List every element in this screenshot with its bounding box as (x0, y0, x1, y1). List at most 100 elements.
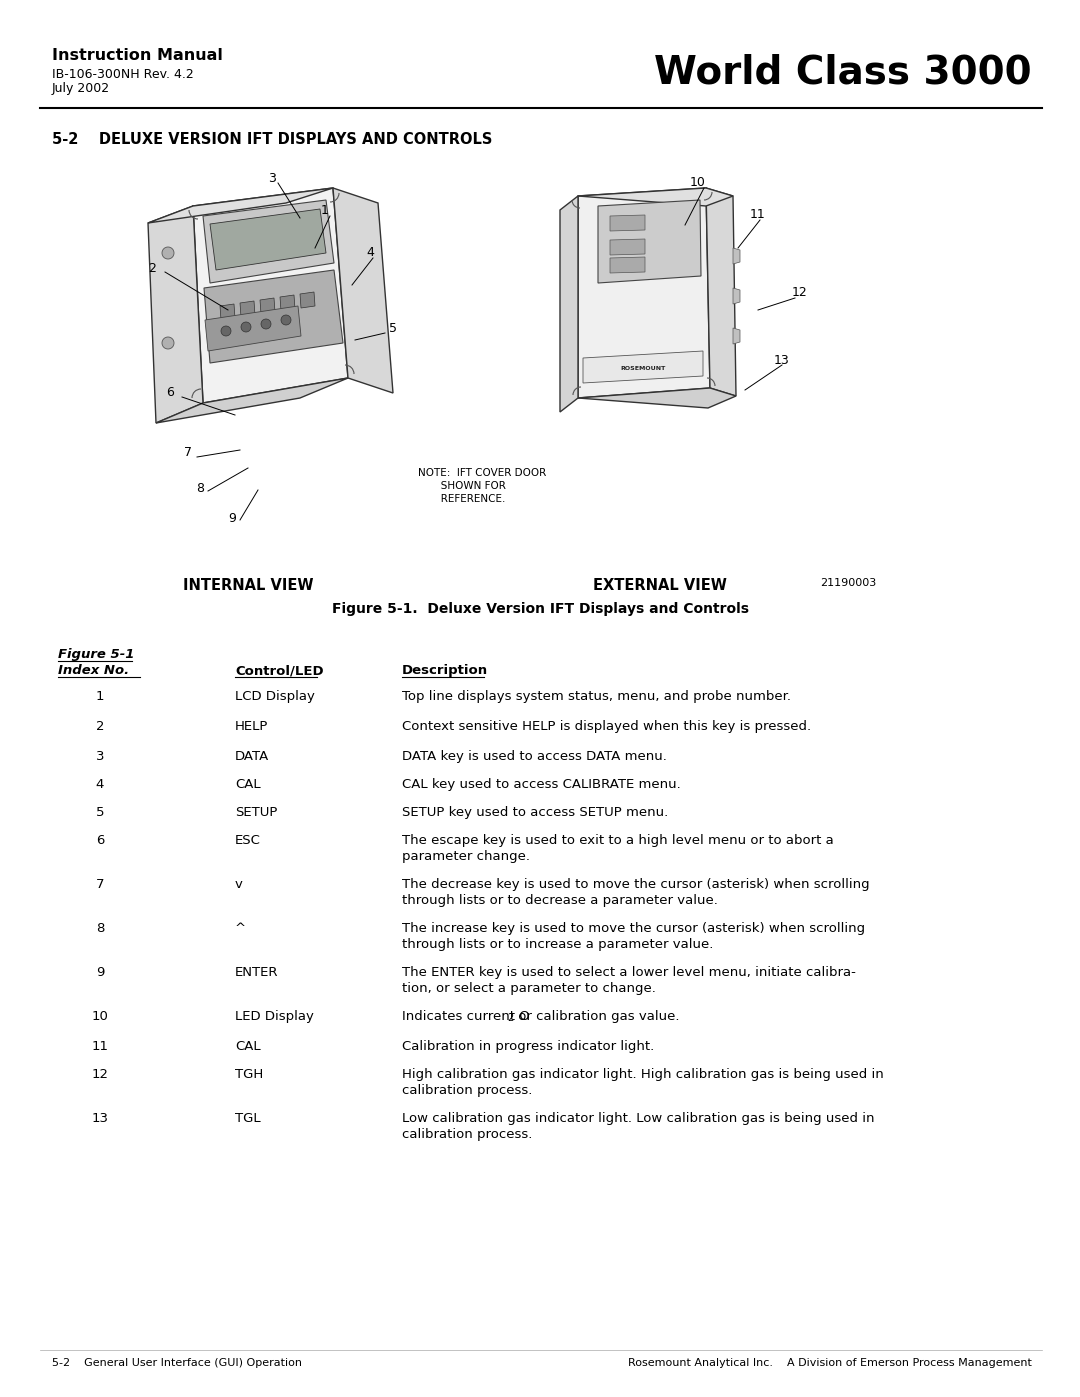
Text: High calibration gas indicator light. High calibration gas is being used in: High calibration gas indicator light. Hi… (402, 1067, 883, 1081)
Text: calibration process.: calibration process. (402, 1084, 532, 1097)
Polygon shape (148, 205, 203, 423)
Polygon shape (156, 379, 348, 423)
Text: 3: 3 (268, 172, 275, 184)
Circle shape (162, 337, 174, 349)
Text: 9: 9 (228, 511, 235, 524)
Circle shape (281, 314, 291, 326)
Circle shape (221, 326, 231, 337)
Text: 12: 12 (792, 285, 808, 299)
Text: IB-106-300NH Rev. 4.2: IB-106-300NH Rev. 4.2 (52, 68, 193, 81)
Text: HELP: HELP (235, 719, 268, 733)
Polygon shape (240, 300, 255, 317)
Text: 8: 8 (195, 482, 204, 495)
Text: 7: 7 (96, 877, 105, 891)
Polygon shape (733, 249, 740, 264)
Text: Context sensitive HELP is displayed when this key is pressed.: Context sensitive HELP is displayed when… (402, 719, 811, 733)
Polygon shape (578, 189, 710, 398)
Polygon shape (706, 189, 735, 395)
Text: SETUP: SETUP (235, 806, 278, 819)
Text: 10: 10 (690, 176, 706, 189)
Text: 1: 1 (96, 690, 105, 703)
Polygon shape (733, 288, 740, 305)
Text: NOTE:  IFT COVER DOOR: NOTE: IFT COVER DOOR (418, 468, 546, 478)
Text: 6: 6 (96, 834, 104, 847)
Text: The decrease key is used to move the cursor (asterisk) when scrolling: The decrease key is used to move the cur… (402, 877, 869, 891)
Text: INTERNAL VIEW: INTERNAL VIEW (183, 578, 313, 592)
Polygon shape (610, 239, 645, 256)
Polygon shape (578, 189, 733, 205)
Text: ^: ^ (235, 922, 246, 935)
Text: The ENTER key is used to select a lower level menu, initiate calibra-: The ENTER key is used to select a lower … (402, 965, 855, 979)
Polygon shape (733, 328, 740, 344)
Text: 9: 9 (96, 965, 104, 979)
Text: DATA key is used to access DATA menu.: DATA key is used to access DATA menu. (402, 750, 666, 763)
Polygon shape (220, 305, 235, 320)
Polygon shape (610, 215, 645, 231)
Polygon shape (148, 189, 333, 224)
Polygon shape (204, 270, 343, 363)
Polygon shape (578, 388, 735, 408)
Circle shape (241, 321, 251, 332)
Text: 2: 2 (96, 719, 105, 733)
Text: 6: 6 (166, 386, 174, 398)
Text: Control/LED: Control/LED (235, 664, 324, 678)
Text: World Class 3000: World Class 3000 (654, 54, 1032, 92)
Text: CAL: CAL (235, 1039, 260, 1053)
Text: ENTER: ENTER (235, 965, 279, 979)
Text: through lists or to decrease a parameter value.: through lists or to decrease a parameter… (402, 894, 718, 907)
Text: 8: 8 (96, 922, 104, 935)
Polygon shape (193, 189, 348, 402)
Polygon shape (333, 189, 393, 393)
Text: Index No.: Index No. (58, 664, 130, 678)
Text: 2: 2 (508, 1013, 514, 1023)
Text: Calibration in progress indicator light.: Calibration in progress indicator light. (402, 1039, 654, 1053)
Text: DATA: DATA (235, 750, 269, 763)
Text: Indicates current O: Indicates current O (402, 1010, 530, 1023)
Text: 5: 5 (96, 806, 105, 819)
Circle shape (261, 319, 271, 330)
Text: REFERENCE.: REFERENCE. (418, 495, 505, 504)
Text: parameter change.: parameter change. (402, 849, 530, 863)
Text: The escape key is used to exit to a high level menu or to abort a: The escape key is used to exit to a high… (402, 834, 834, 847)
Text: Instruction Manual: Instruction Manual (52, 47, 222, 63)
Polygon shape (280, 295, 295, 312)
Polygon shape (205, 306, 301, 351)
Text: 13: 13 (92, 1112, 108, 1125)
Text: 11: 11 (751, 208, 766, 222)
Text: ESC: ESC (235, 834, 261, 847)
Text: Description: Description (402, 664, 488, 678)
Polygon shape (583, 351, 703, 383)
Text: CAL: CAL (235, 778, 260, 791)
Text: TGL: TGL (235, 1112, 260, 1125)
Text: 1: 1 (321, 204, 329, 217)
Text: 10: 10 (92, 1010, 108, 1023)
Text: 12: 12 (92, 1067, 108, 1081)
Text: CAL key used to access CALIBRATE menu.: CAL key used to access CALIBRATE menu. (402, 778, 680, 791)
Text: Figure 5-1.  Deluxe Version IFT Displays and Controls: Figure 5-1. Deluxe Version IFT Displays … (332, 602, 748, 616)
Polygon shape (561, 196, 578, 412)
Text: 4: 4 (366, 246, 374, 258)
Text: 5: 5 (389, 321, 397, 334)
Text: Rosemount Analytical Inc.    A Division of Emerson Process Management: Rosemount Analytical Inc. A Division of … (629, 1358, 1032, 1368)
Text: TGH: TGH (235, 1067, 264, 1081)
Text: 3: 3 (96, 750, 105, 763)
Text: through lists or to increase a parameter value.: through lists or to increase a parameter… (402, 937, 714, 951)
Text: 5-2    DELUXE VERSION IFT DISPLAYS AND CONTROLS: 5-2 DELUXE VERSION IFT DISPLAYS AND CONT… (52, 131, 492, 147)
Circle shape (162, 247, 174, 258)
Polygon shape (260, 298, 275, 314)
Text: v: v (235, 877, 243, 891)
Polygon shape (598, 200, 701, 284)
Polygon shape (610, 257, 645, 272)
Text: EXTERNAL VIEW: EXTERNAL VIEW (593, 578, 727, 592)
Text: ROSEMOUNT: ROSEMOUNT (620, 366, 665, 372)
Polygon shape (300, 292, 315, 307)
Text: The increase key is used to move the cursor (asterisk) when scrolling: The increase key is used to move the cur… (402, 922, 865, 935)
Text: calibration process.: calibration process. (402, 1127, 532, 1141)
Text: SHOWN FOR: SHOWN FOR (418, 481, 505, 490)
Text: LCD Display: LCD Display (235, 690, 315, 703)
Text: Low calibration gas indicator light. Low calibration gas is being used in: Low calibration gas indicator light. Low… (402, 1112, 875, 1125)
Text: LED Display: LED Display (235, 1010, 314, 1023)
Polygon shape (203, 200, 334, 284)
Text: 13: 13 (774, 353, 789, 366)
Text: 4: 4 (96, 778, 104, 791)
